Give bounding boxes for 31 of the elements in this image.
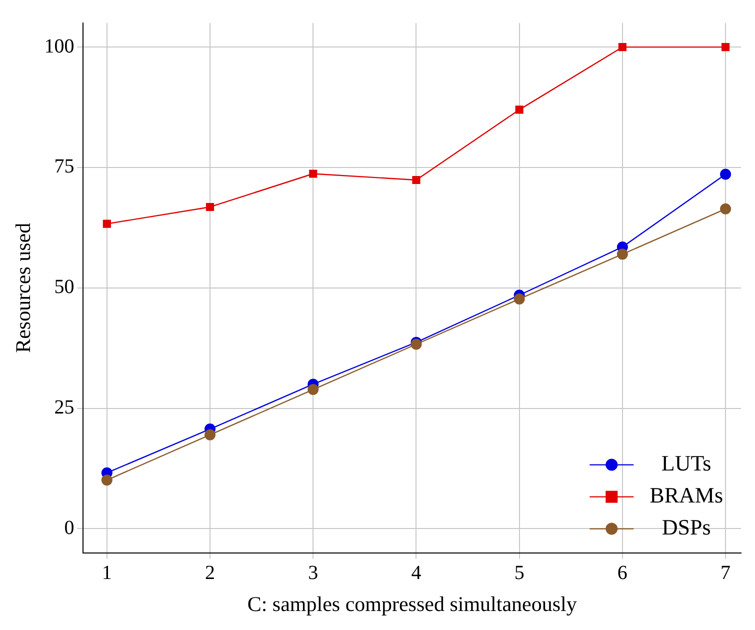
point — [412, 176, 420, 184]
y-tick-label: 75 — [54, 156, 74, 178]
x-axis-title: C: samples compressed simultaneously — [247, 592, 578, 616]
legend-label: LUTs — [661, 450, 712, 476]
point — [618, 43, 626, 52]
point — [514, 293, 525, 304]
y-tick-label: 25 — [54, 396, 74, 419]
point — [101, 474, 112, 486]
point — [515, 106, 524, 114]
y-tick-label: 100 — [44, 35, 74, 58]
point — [616, 248, 628, 260]
point — [720, 168, 732, 180]
legend-label: BRAMs — [650, 482, 723, 508]
y-tick-label: 50 — [54, 276, 74, 298]
x-tick-label: 2 — [205, 562, 216, 584]
x-tick-label: 4 — [411, 562, 422, 584]
point — [204, 429, 216, 440]
point — [102, 220, 111, 228]
y-axis-title: Resources used — [11, 222, 36, 353]
x-tick-label: 1 — [102, 562, 112, 584]
point — [309, 170, 318, 178]
point — [308, 384, 319, 396]
x-tick-label: 3 — [308, 562, 318, 584]
point — [720, 203, 732, 214]
point — [722, 43, 730, 52]
x-tick-label: 5 — [514, 562, 524, 584]
point — [206, 202, 214, 212]
x-tick-label: 7 — [720, 562, 731, 584]
y-tick-label: 0 — [64, 516, 74, 539]
x-tick-label: 6 — [617, 562, 628, 584]
legend-label: DSPs — [662, 514, 711, 540]
